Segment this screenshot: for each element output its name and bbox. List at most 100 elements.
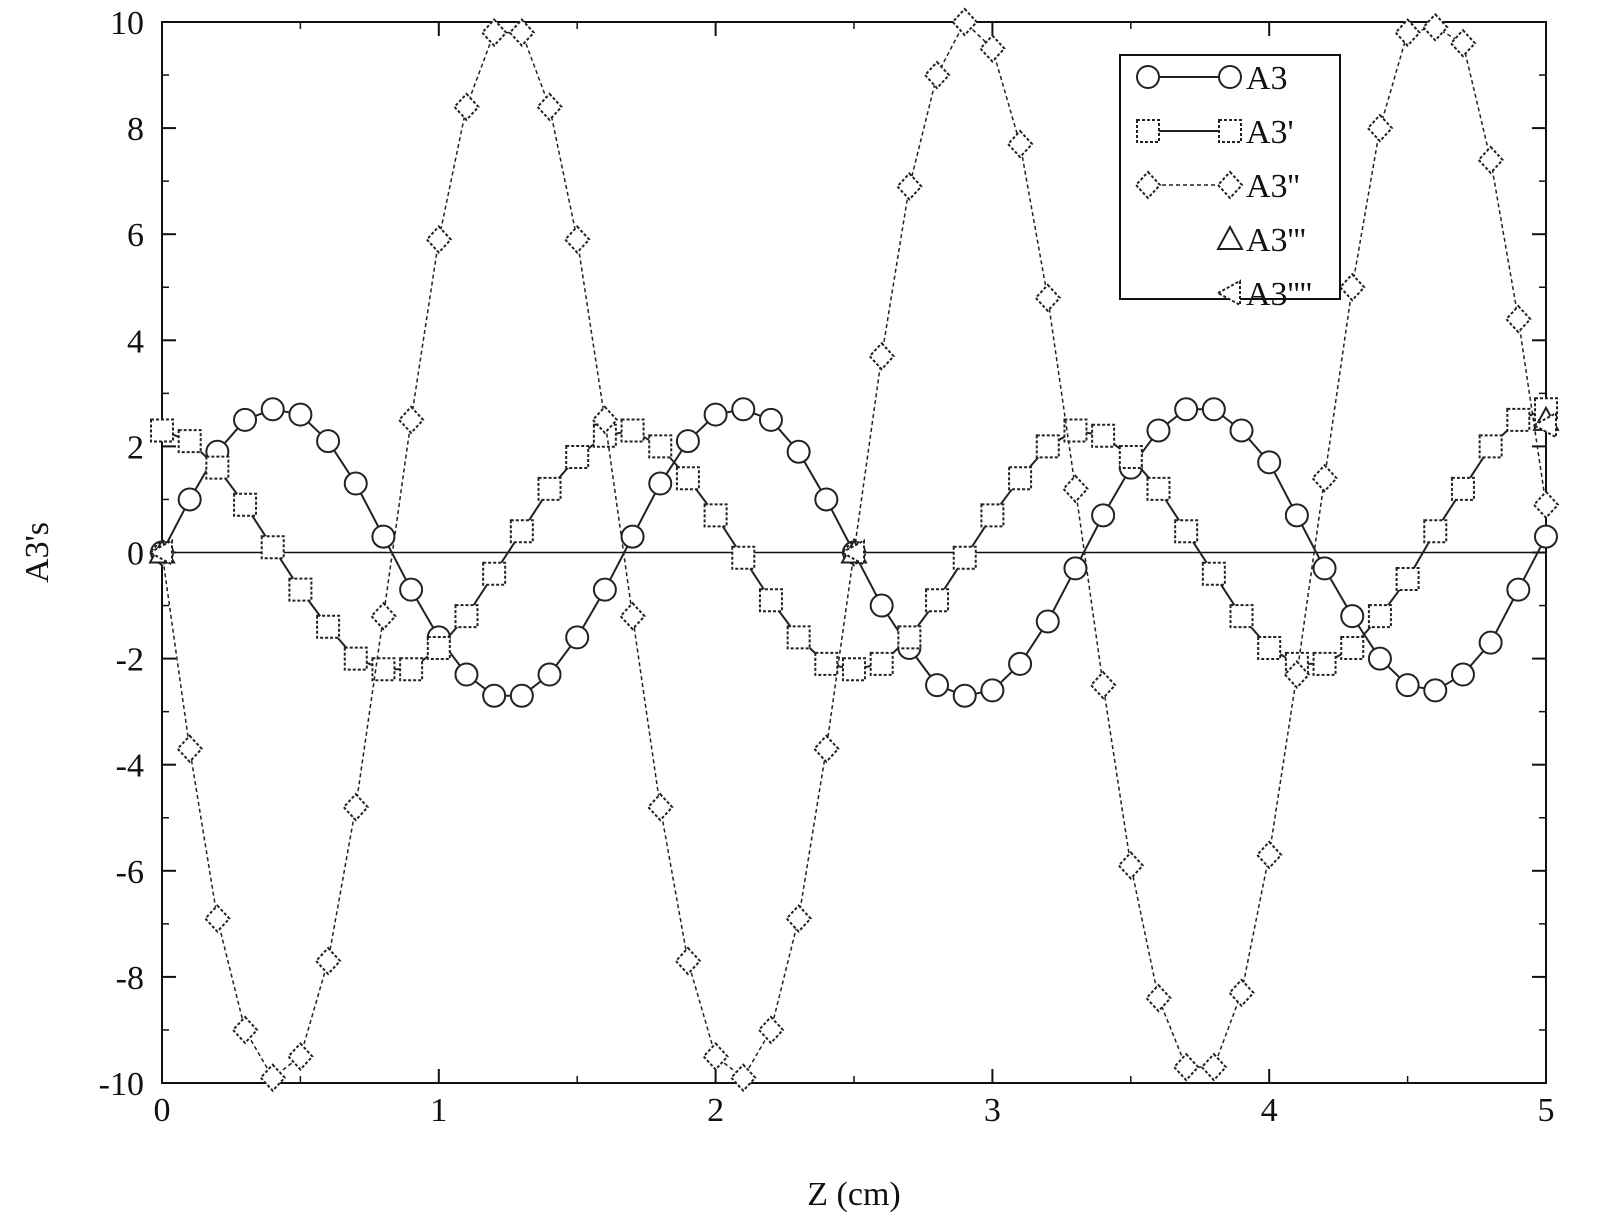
data-point: [482, 561, 507, 586]
y-axis-label: A3's: [19, 522, 56, 583]
data-point: [1008, 651, 1033, 676]
data-point: [565, 625, 590, 650]
data-point: [1367, 646, 1392, 671]
legend-marker: [1134, 170, 1162, 200]
x-tick-label: 3: [984, 1092, 1001, 1129]
data-point: [1366, 113, 1394, 143]
data-point: [731, 545, 756, 570]
data-point: [1255, 840, 1283, 870]
legend-marker: [1216, 224, 1244, 250]
data-point: [399, 657, 424, 682]
data-point: [508, 18, 536, 48]
data-point: [1062, 474, 1089, 504]
data-point: [1091, 423, 1116, 448]
series-2: [148, 7, 1560, 1093]
data-point: [1311, 463, 1338, 493]
legend-label: A3'''': [1246, 276, 1312, 313]
data-point: [758, 588, 783, 613]
data-point: [370, 601, 397, 631]
legend-label: A3: [1246, 60, 1288, 97]
data-point: [1423, 678, 1448, 703]
x-axis-label: Z (cm): [807, 1176, 900, 1213]
data-point: [1201, 561, 1226, 586]
data-point: [1035, 609, 1060, 634]
data-point: [1035, 434, 1060, 459]
data-point: [1257, 635, 1282, 660]
y-tick-label: 4: [127, 323, 144, 360]
legend-marker: [1218, 119, 1242, 143]
data-point: [260, 397, 285, 422]
data-point: [1174, 397, 1199, 422]
data-point: [316, 429, 341, 454]
data-point: [868, 341, 896, 371]
data-point: [233, 492, 258, 517]
data-point: [1506, 407, 1531, 432]
data-point: [1257, 450, 1282, 475]
data-point: [758, 407, 783, 432]
data-point: [674, 946, 702, 976]
data-point: [1201, 397, 1226, 422]
data-point: [1063, 556, 1088, 581]
data-point: [785, 904, 813, 934]
data-point: [646, 792, 674, 822]
data-point: [563, 225, 591, 254]
x-tick-label: 0: [154, 1092, 171, 1129]
data-point: [1006, 129, 1034, 159]
data-point: [1478, 630, 1503, 655]
data-point: [397, 405, 425, 435]
data-point: [371, 524, 396, 549]
legend-marker: [1218, 65, 1242, 89]
data-point: [675, 466, 700, 491]
data-point: [343, 471, 368, 496]
data-point: [1534, 524, 1558, 549]
data-point: [453, 92, 480, 122]
y-tick-label: 10: [110, 5, 144, 42]
data-point: [1228, 978, 1255, 1008]
data-point: [231, 1015, 259, 1045]
data-point: [454, 662, 479, 687]
data-point: [648, 434, 673, 459]
data-point: [343, 646, 368, 671]
data-point: [1229, 418, 1254, 443]
data-point: [1395, 673, 1420, 698]
legend-marker: [1215, 279, 1241, 307]
data-point: [592, 577, 617, 602]
data-point: [675, 429, 700, 454]
data-point: [287, 1042, 314, 1071]
y-tick-label: -8: [116, 960, 144, 997]
data-point: [233, 407, 258, 432]
data-point: [1089, 670, 1117, 700]
data-point: [1283, 660, 1311, 689]
data-point: [399, 577, 424, 602]
data-point: [1367, 604, 1392, 629]
data-point: [1449, 28, 1477, 58]
data-point: [1421, 12, 1449, 42]
y-tick-label: 0: [127, 536, 144, 573]
data-point: [509, 683, 534, 708]
data-point: [1118, 445, 1143, 470]
data-point: [150, 418, 174, 443]
data-point: [980, 678, 1005, 703]
data-point: [1145, 983, 1172, 1013]
data-point: [1423, 519, 1448, 544]
data-point: [1477, 145, 1505, 175]
data-point: [839, 538, 865, 567]
data-point: [923, 60, 951, 90]
data-point: [509, 519, 534, 544]
data-point: [1146, 476, 1171, 501]
data-point: [702, 1042, 729, 1071]
data-point: [482, 683, 507, 708]
data-point: [869, 593, 894, 618]
data-point: [591, 405, 619, 435]
series-1: [150, 397, 1558, 682]
y-tick-label: -4: [116, 748, 144, 785]
data-point: [979, 34, 1006, 63]
data-point: [731, 397, 756, 422]
legend-marker: [1136, 65, 1160, 89]
data-point: [703, 402, 728, 427]
data-point: [203, 904, 231, 934]
data-point: [814, 651, 839, 676]
legend-label: A3'': [1246, 168, 1300, 205]
